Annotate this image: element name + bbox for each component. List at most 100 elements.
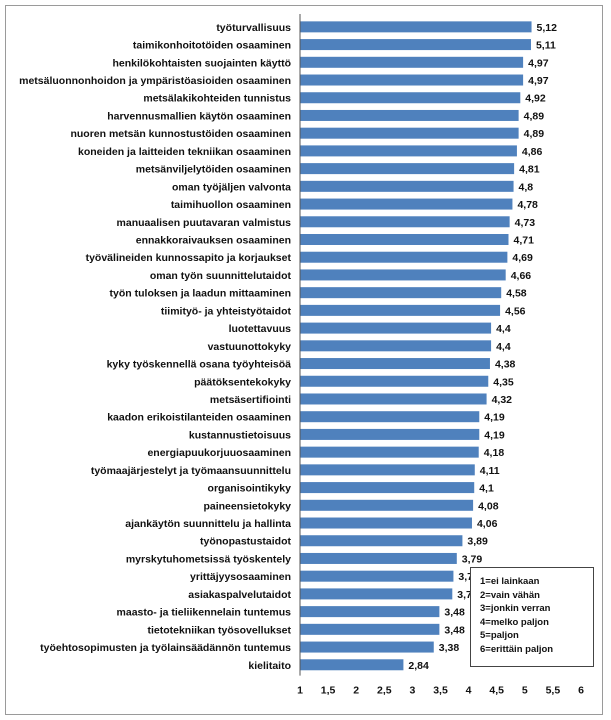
category-label: koneiden ja laitteiden tekniikan osaamin… (78, 146, 291, 158)
value-label: 5,12 (537, 22, 558, 34)
value-label: 4,38 (495, 359, 516, 371)
value-label: 4,89 (524, 110, 545, 122)
category-label: kustannustietoisuus (189, 429, 291, 441)
x-tick-label: 3 (409, 685, 415, 697)
bar (300, 411, 480, 423)
value-label: 2,84 (408, 660, 429, 672)
value-label: 4,81 (519, 164, 540, 176)
category-label: ajankäytön suunnittelu ja hallinta (125, 518, 291, 530)
category-label: metsänviljelytöiden osaaminen (136, 164, 291, 176)
category-label: työmaajärjestelyt ja työmaansuunnittelu (91, 465, 291, 477)
category-label: ennakkoraivauksen osaaminen (136, 235, 291, 247)
category-label: kyky työskennellä osana työyhteisöä (107, 359, 292, 371)
x-tick-label: 4,5 (489, 685, 504, 697)
value-label: 3,48 (444, 624, 465, 636)
bar (300, 251, 508, 263)
bar (300, 393, 487, 405)
category-label: työn tuloksen ja laadun mittaaminen (110, 288, 291, 300)
value-label: 3,48 (444, 607, 465, 619)
value-label: 4,97 (528, 57, 549, 69)
bar (300, 198, 513, 210)
legend-item-3: 3=jonkin verran (480, 603, 551, 614)
category-label: metsälakikohteiden tunnistus (143, 93, 291, 105)
category-label: metsäluonnonhoidon ja ympäristöasioiden … (19, 75, 291, 87)
bar (300, 535, 463, 547)
category-label: päätöksentekokyky (194, 376, 291, 388)
value-label: 4,4 (496, 323, 511, 335)
x-tick-label: 2,5 (377, 685, 392, 697)
value-label: 3,89 (467, 536, 488, 548)
bar (300, 552, 457, 564)
category-label: työturvallisuus (216, 22, 291, 34)
value-label: 4,32 (492, 394, 513, 406)
bar (300, 375, 489, 387)
bar (300, 428, 480, 440)
bar (300, 606, 440, 618)
bar (300, 127, 519, 139)
value-label: 5,11 (536, 40, 556, 52)
x-tick-label: 1 (297, 685, 303, 697)
value-label: 4,69 (512, 252, 533, 264)
value-label: 4,92 (525, 93, 546, 105)
value-label: 4,8 (519, 181, 534, 193)
value-label: 3,38 (439, 642, 460, 654)
category-label: vastuunottokyky (208, 341, 292, 353)
x-tick-label: 5 (522, 685, 528, 697)
value-label: 4,73 (515, 217, 536, 229)
value-label: 4,89 (524, 128, 545, 140)
bar (300, 109, 519, 121)
bar (300, 641, 434, 653)
value-label: 4,19 (484, 412, 505, 424)
legend-item-4: 4=melko paljon (480, 616, 549, 628)
category-label: organisointikyky (208, 483, 292, 495)
category-label: työnopastustaidot (200, 536, 292, 548)
category-label: kielitaito (248, 660, 291, 672)
bar (300, 56, 524, 68)
category-label: henkilökohtaisten suojainten käyttö (112, 57, 291, 69)
x-tick-label: 5,5 (546, 685, 561, 697)
value-label: 4,66 (511, 270, 532, 282)
bar (300, 74, 524, 86)
value-label: 3,79 (462, 553, 483, 565)
bar (300, 39, 531, 51)
category-label: taimikonhoitotöiden osaaminen (133, 40, 291, 52)
bar (300, 216, 510, 228)
category-label: työehtosopimusten ja työlainsäädännön tu… (40, 642, 291, 654)
value-label: 4,18 (484, 447, 505, 459)
category-label: metsäsertifiointi (210, 394, 291, 406)
bar (300, 287, 502, 299)
bar (300, 269, 506, 281)
value-label: 4,11 (480, 465, 500, 477)
bar (300, 92, 521, 104)
category-label: energiapuukorjuuosaaminen (147, 447, 291, 459)
x-tick-label: 2 (353, 685, 359, 697)
category-label: kaadon erikoistilanteiden osaaminen (107, 412, 291, 424)
bar (300, 482, 475, 494)
bar (300, 446, 479, 458)
value-label: 4,08 (478, 500, 499, 512)
value-label: 4,56 (505, 305, 526, 317)
category-label: maasto- ja tieliikennelain tuntemus (117, 607, 292, 619)
legend-item-2: 2=vain vähän (480, 589, 540, 601)
x-tick-label: 1,5 (321, 685, 336, 697)
x-tick-label: 4 (466, 685, 472, 697)
value-label: 4,4 (496, 341, 511, 353)
category-label: oman työjäljen valvonta (172, 181, 291, 193)
bar (300, 499, 474, 511)
category-label: oman työn suunnittelutaidot (150, 270, 292, 282)
category-label: työvälineiden kunnossapito ja korjaukset (86, 252, 292, 264)
value-label: 4,06 (477, 518, 498, 530)
category-label: yrittäjyysosaaminen (190, 571, 291, 583)
category-label: harvennusmallien käytön osaaminen (107, 110, 291, 122)
value-label: 4,35 (493, 376, 514, 388)
legend-item-1: 1=ei lainkaan (480, 576, 540, 587)
x-tick-label: 6 (578, 685, 584, 697)
value-label: 4,1 (479, 483, 494, 495)
bar (300, 517, 472, 529)
value-label: 4,58 (506, 288, 527, 300)
bar (300, 145, 517, 157)
category-label: nuoren metsän kunnostustöiden osaaminen (70, 128, 291, 140)
bar (300, 340, 492, 352)
value-label: 4,78 (517, 199, 538, 211)
